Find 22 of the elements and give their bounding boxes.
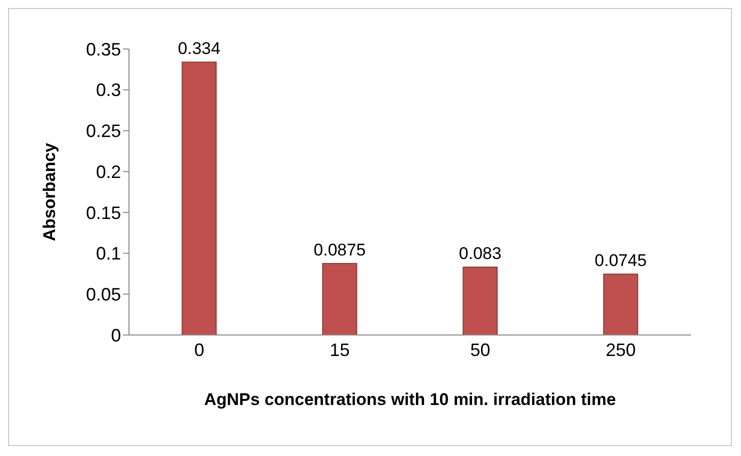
- data-label: 0.0875: [314, 240, 366, 260]
- y-tick-label: 0.3: [96, 80, 121, 100]
- y-tick-label: 0: [110, 325, 121, 346]
- x-tick-label: 250: [606, 340, 636, 360]
- bar: [322, 263, 358, 335]
- data-label: 0.083: [458, 244, 502, 264]
- x-axis-title: AgNPs concentrations with 10 min. irradiation time: [204, 390, 616, 409]
- y-tick-label: 0.25: [86, 121, 121, 142]
- data-label: 0.334: [178, 39, 220, 58]
- x-tick-label: 50: [470, 340, 490, 360]
- x-tick-label: 15: [330, 340, 350, 360]
- y-axis-title: Absorbancy: [40, 142, 60, 242]
- bar: [182, 62, 217, 335]
- x-tick-label: 0: [194, 340, 204, 360]
- y-tick-label: 0.05: [86, 284, 121, 305]
- bar: [603, 274, 638, 335]
- y-tick-label: 0.1: [96, 244, 121, 264]
- data-label: 0.0745: [594, 251, 647, 270]
- y-tick-label: 0.2: [96, 162, 121, 182]
- y-tick-label: 0.15: [86, 202, 121, 223]
- bar: [462, 266, 498, 335]
- y-tick-label: 0.35: [86, 39, 121, 60]
